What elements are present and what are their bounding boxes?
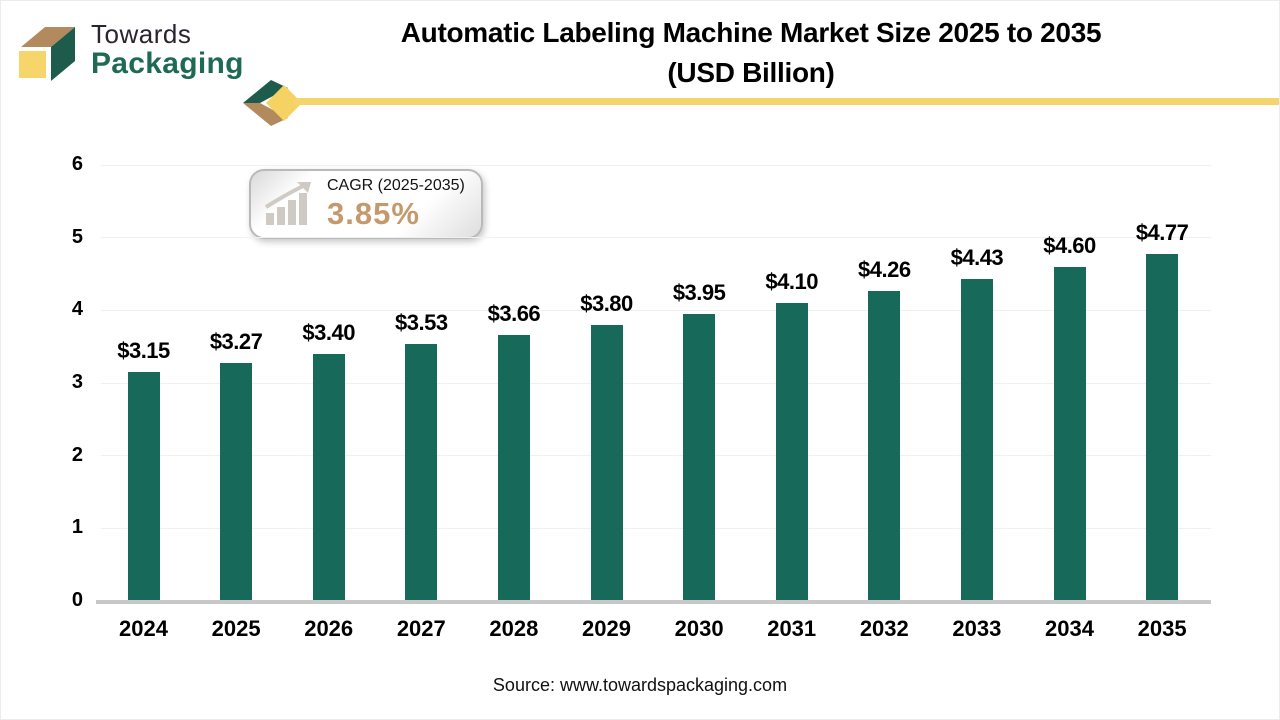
brand-name: Towards Packaging: [91, 19, 244, 81]
bar-value-label: $3.95: [672, 279, 726, 305]
x-axis-year-label: 2031: [767, 616, 817, 641]
brand-logo: Towards Packaging: [17, 13, 247, 93]
bar: [405, 344, 438, 601]
cagr-label: CAGR (2025-2035): [327, 177, 465, 195]
y-axis-tick-label: 0: [71, 589, 83, 611]
bar: [497, 335, 530, 601]
y-axis-tick-label: 4: [71, 298, 83, 321]
cagr-badge: CAGR (2025-2035) 3.85%: [249, 169, 483, 239]
gridline: [101, 309, 1211, 311]
chart-title-line1: Automatic Labeling Machine Market Size 2…: [400, 17, 1102, 48]
x-axis-year-label: 2026: [304, 616, 354, 641]
y-axis-tick-label: 5: [71, 225, 83, 248]
bar-value-label: $4.43: [950, 245, 1004, 271]
source-text: Source: www.towardspackaging.com: [492, 675, 788, 695]
gridline: [101, 455, 1211, 457]
bar-value-label: $4.77: [1135, 220, 1189, 246]
packaging-box-logo-icon: [19, 27, 75, 81]
gridline: [101, 527, 1211, 529]
bar-value-label: $4.26: [858, 257, 911, 283]
x-axis-year-label: 2035: [1137, 616, 1187, 641]
bar-value-label: $4.10: [765, 269, 818, 295]
cagr-value: 3.85%: [327, 195, 420, 231]
bar-value-label: $3.80: [580, 290, 633, 316]
bar: [775, 303, 808, 601]
x-axis-year-label: 2025: [211, 616, 261, 641]
divider-rule: [293, 98, 1279, 105]
bar-value-label: $3.66: [487, 301, 541, 327]
x-axis-year-label: 2027: [396, 616, 446, 641]
y-axis-tick-label: 2: [71, 443, 83, 466]
bar: [590, 324, 623, 601]
x-axis-year-label: 2032: [859, 616, 909, 641]
gridline: [101, 237, 1211, 239]
x-axis-baseline: [96, 600, 1211, 604]
gridline: [101, 382, 1211, 384]
x-axis-year-label: 2034: [1045, 616, 1094, 641]
bar: [312, 353, 345, 601]
x-axis-year-label: 2028: [489, 616, 539, 641]
bar-value-label: $3.27: [209, 329, 263, 355]
bar: [220, 363, 253, 601]
x-axis-year-label: 2033: [952, 616, 1002, 641]
x-axis-year-label: 2029: [582, 616, 631, 641]
chart-title: Automatic Labeling Machine Market Size 2…: [301, 13, 1201, 93]
x-axis-year-label: 2024: [119, 616, 168, 641]
x-axis-year-label: 2030: [674, 616, 724, 641]
divider-chevron-icon: [243, 80, 302, 126]
bar: [1053, 266, 1086, 601]
bar-value-label: $3.15: [117, 338, 170, 364]
gridline: [101, 164, 1211, 166]
y-axis-tick-label: 6: [71, 153, 83, 175]
bar: [127, 372, 160, 601]
bar: [868, 291, 901, 601]
y-axis-tick-label: 1: [71, 516, 83, 539]
y-axis-tick-label: 3: [71, 371, 83, 393]
bar-value-label: $4.60: [1043, 232, 1096, 258]
bar-value-label: $3.40: [302, 319, 355, 345]
bar: [683, 313, 716, 601]
brand-name-towards: Towards: [91, 19, 192, 49]
bar: [960, 279, 993, 601]
cagr-texts: CAGR (2025-2035) 3.85%: [327, 177, 465, 231]
brand-name-packaging: Packaging: [91, 47, 244, 81]
chart-title-line2: (USD Billion): [667, 57, 835, 88]
growth-chart-icon: [264, 182, 311, 225]
bar: [1146, 254, 1179, 601]
bar-value-label: $3.53: [395, 310, 448, 336]
